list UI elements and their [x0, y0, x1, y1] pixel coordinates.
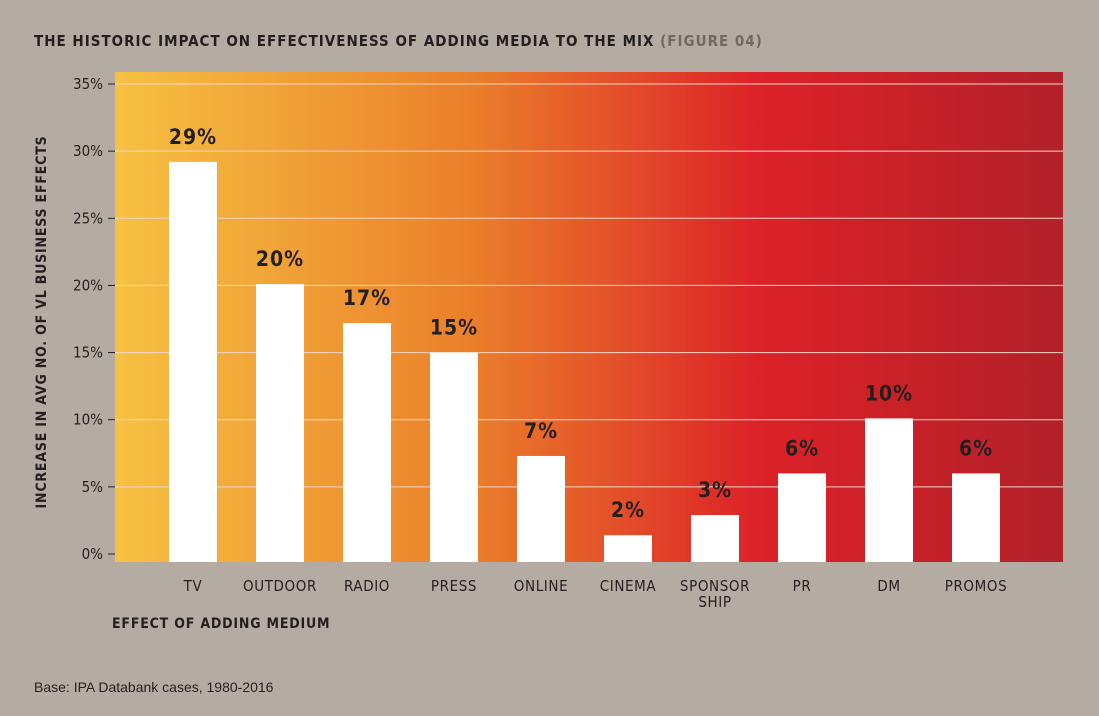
bar [604, 535, 652, 562]
chart-title: THE HISTORIC IMPACT ON EFFECTIVENESS OF … [34, 32, 763, 50]
x-tick-label-line: PRESS [431, 577, 477, 595]
bar [256, 284, 304, 562]
data-labels: 29% 20% 17% 15% 7% 2% 3% 6% 10% 6% [169, 125, 993, 522]
x-tick-label-line: SPONSOR [680, 577, 750, 595]
y-tick-label: 15% [73, 344, 103, 362]
y-tick-label: 10% [73, 411, 103, 429]
x-axis-ticks: TV OUTDOOR RADIO PRESS ONLINE CINEMA SPONSOR SH… [183, 577, 1008, 611]
data-label: 6% [785, 436, 819, 460]
bar [778, 473, 826, 562]
bar [952, 473, 1000, 562]
x-tick-label-line: DM [877, 577, 900, 595]
bar [343, 323, 391, 562]
x-tick-label-line: PROMOS [945, 577, 1008, 595]
data-label: 29% [169, 125, 217, 149]
x-tick-label: DM [877, 577, 900, 595]
x-tick-label-line: ONLINE [514, 577, 568, 595]
y-tick-label: 30% [73, 142, 103, 160]
x-tick-label: RADIO [344, 577, 390, 595]
x-tick-label: ONLINE [514, 577, 568, 595]
bar [169, 161, 217, 562]
bars [169, 161, 1000, 562]
x-tick-label-line: SHIP [698, 593, 731, 611]
data-label: 17% [343, 286, 391, 310]
x-tick-label: TV [183, 577, 203, 595]
data-label: 3% [698, 478, 732, 502]
bar [691, 515, 739, 562]
data-label: 10% [865, 381, 913, 405]
x-tick-label-line: TV [183, 577, 203, 595]
bar [517, 455, 565, 562]
data-label: 20% [256, 247, 304, 271]
data-label: 15% [430, 316, 478, 340]
x-tick-label-line: PR [793, 577, 812, 595]
x-tick-label: PROMOS [945, 577, 1008, 595]
data-label: 6% [959, 436, 993, 460]
y-tick-label: 35% [73, 75, 103, 93]
x-axis-label: EFFECT OF ADDING MEDIUM [112, 616, 330, 632]
footnote: Base: IPA Databank cases, 1980-2016 [34, 679, 274, 695]
x-tick-label: PR [793, 577, 812, 595]
bar [430, 352, 478, 562]
chart-title-text: THE HISTORIC IMPACT ON EFFECTIVENESS OF … [34, 32, 655, 50]
x-tick-label: OUTDOOR [243, 577, 317, 595]
data-label: 2% [611, 498, 645, 522]
y-tick-label: 20% [73, 276, 103, 294]
x-tick-label-line: OUTDOOR [243, 577, 317, 595]
x-tick-label-line: RADIO [344, 577, 390, 595]
y-tick-label: 25% [73, 209, 103, 227]
y-axis-label: INCREASE IN AVG NO. OF VL BUSINESS EFFEC… [34, 136, 50, 509]
figure-number: (FIGURE 04) [660, 32, 763, 50]
y-tick-label: 5% [82, 478, 104, 496]
bar [865, 418, 913, 562]
x-tick-label: SPONSOR SHIP [680, 577, 750, 611]
x-tick-label-line: CINEMA [600, 577, 657, 595]
y-axis-ticks: 0% 5% 10% 15% 20% 25% 30% 35% [73, 75, 115, 563]
x-tick-label: CINEMA [600, 577, 657, 595]
data-label: 7% [524, 419, 558, 443]
y-tick-label: 0% [82, 545, 104, 563]
x-tick-label: PRESS [431, 577, 477, 595]
